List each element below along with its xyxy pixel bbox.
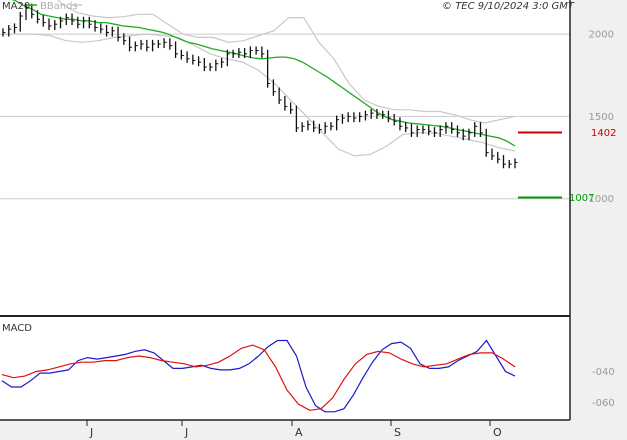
x-tick-label: J [184,426,188,439]
price-bars [2,3,518,169]
price-gridlines [0,33,570,200]
price-axis-background [570,0,627,316]
macd-axis-labels: -040 -060 [592,367,615,409]
bollinger-bands [2,0,516,157]
bb-lower-line [2,33,516,157]
key-levels: 1402 1007 [518,128,616,204]
x-tick-label: O [493,426,502,439]
bb-upper-line [57,0,516,124]
x-tick-label: S [394,426,401,439]
legend-bbands: BBands [40,1,78,12]
legend-ma20: MA20 [2,1,30,12]
resistance-level-label: 1402 [591,128,616,139]
macd-line-path [1,339,516,413]
price-tick-label: 1500 [589,112,614,123]
price-panel-background [0,0,570,316]
macd-tick-label: -060 [592,398,615,409]
price-tick-label: 1000 [589,194,614,205]
macd-axis-background [570,316,627,420]
support-level-label: 1007 [569,193,594,204]
macd-lines [1,339,516,413]
price-tick-label: 2000 [589,30,614,41]
price-axis-labels: 1000150020002500 [589,30,614,206]
x-tick-label: J [89,426,93,439]
signal-line-path [1,344,516,411]
x-tick-label: A [295,426,303,439]
macd-title: MACD [2,323,32,334]
copyright-watermark: © TEC 9/10/2024 3:0 GMT [442,1,575,12]
x-axis-background [0,420,627,440]
macd-tick-label: -040 [592,367,615,378]
